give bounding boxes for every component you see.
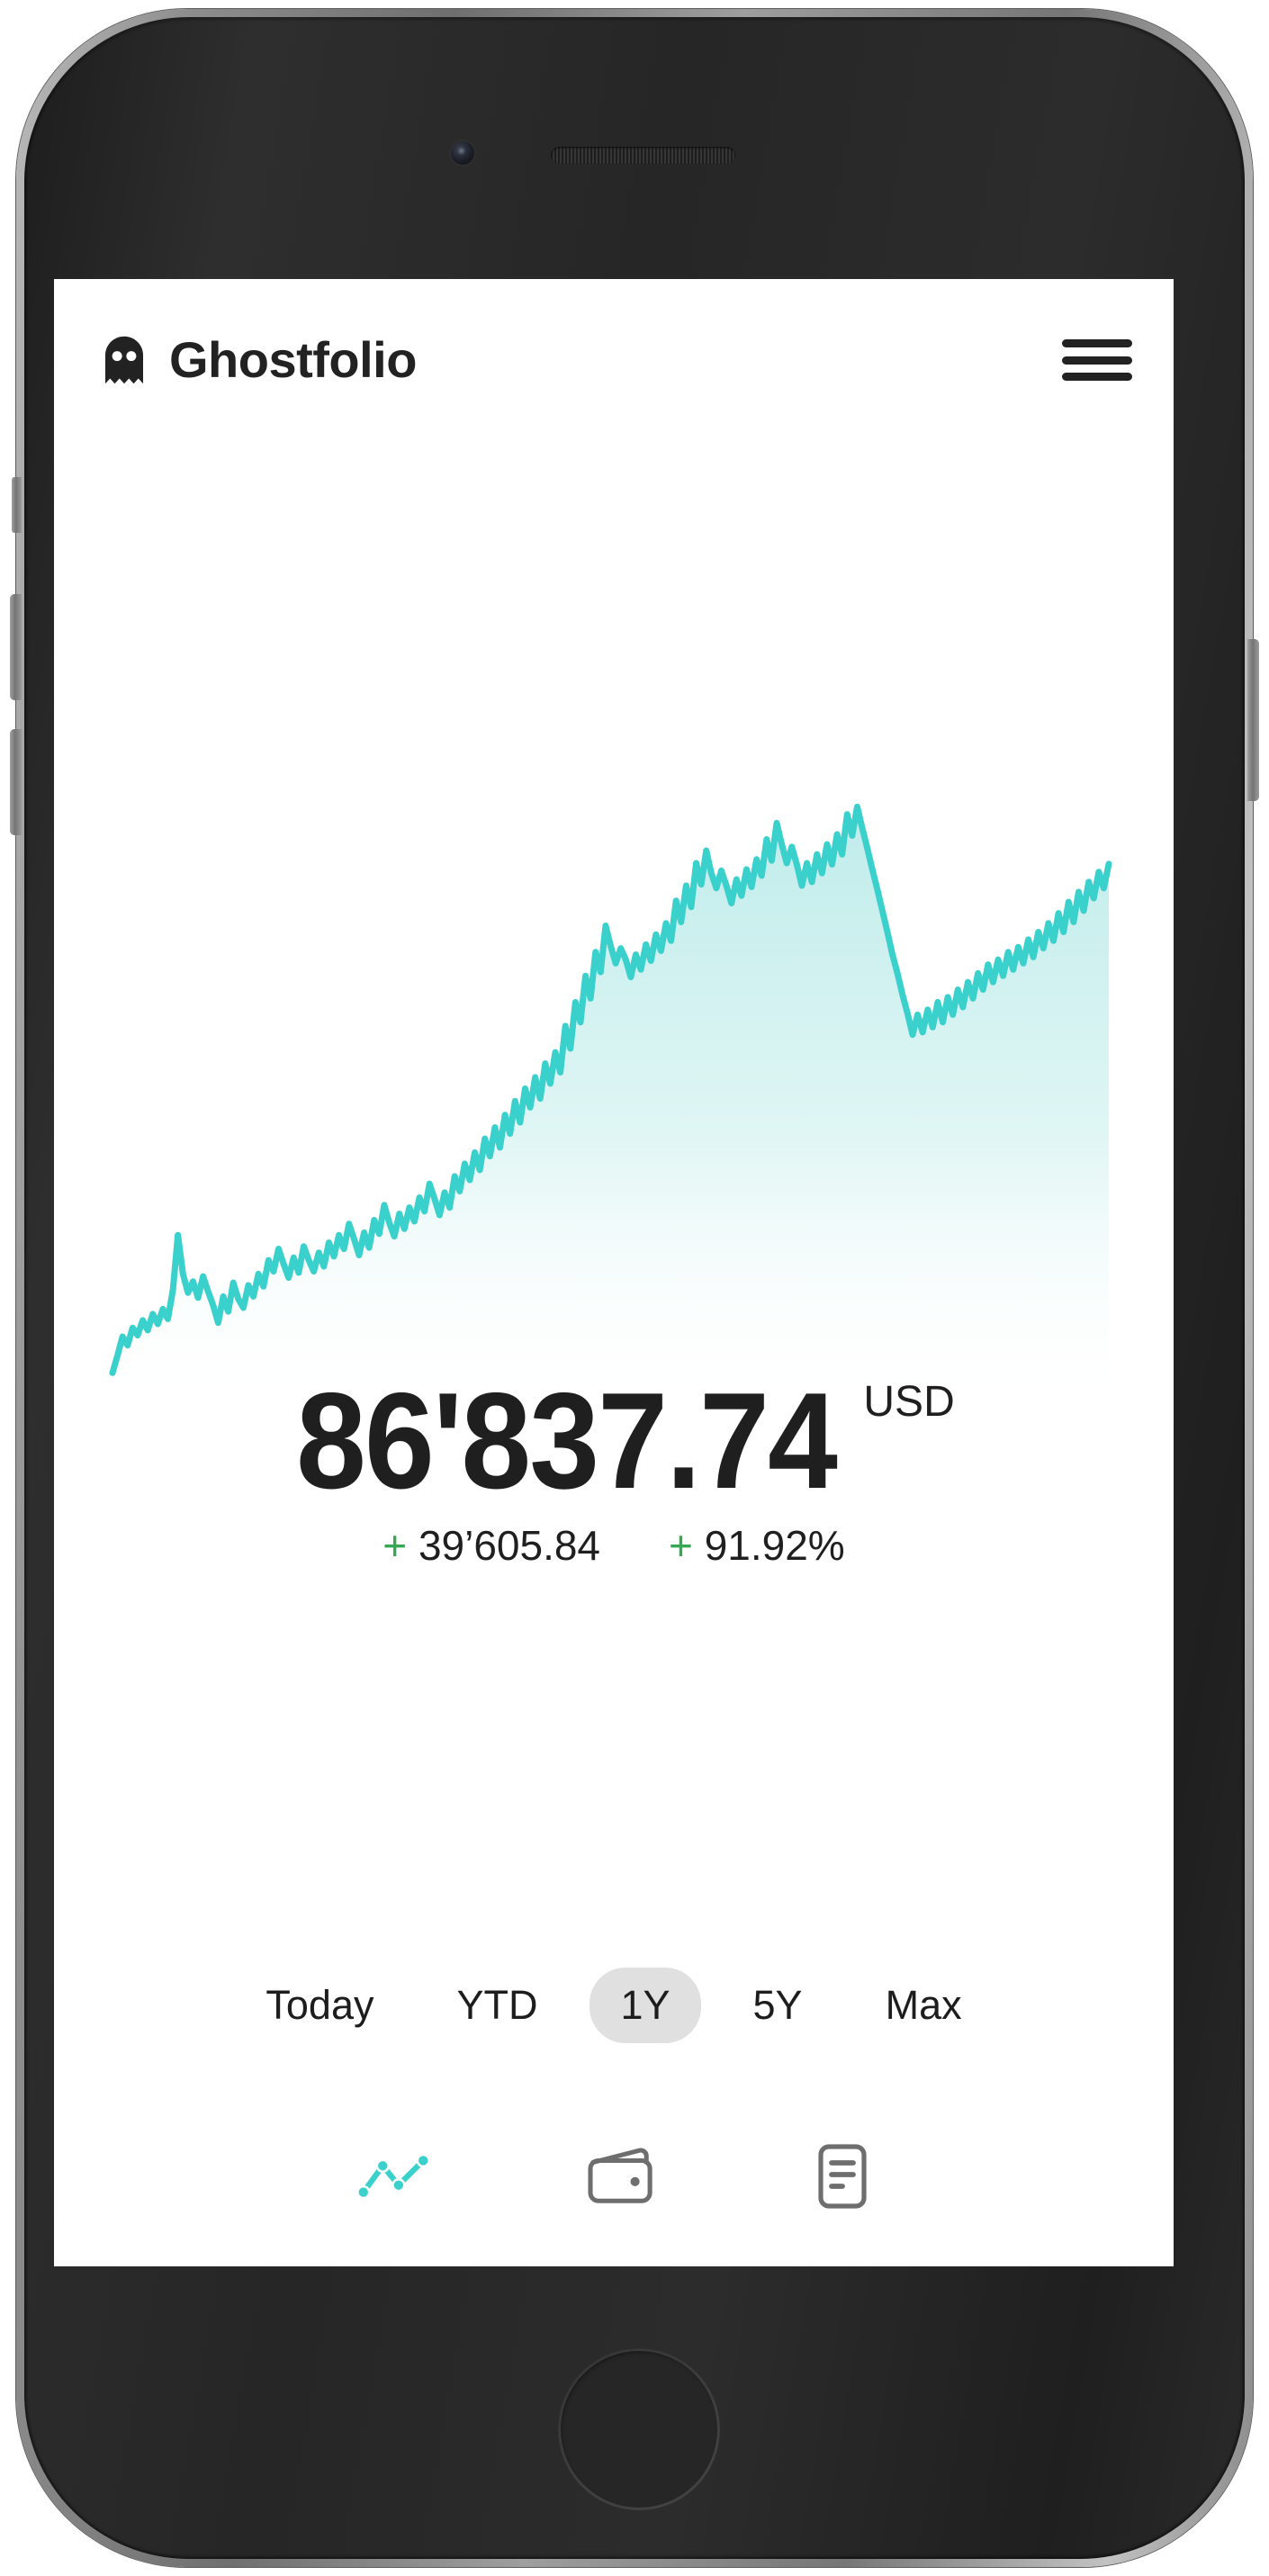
portfolio-chart-svg bbox=[109, 803, 1112, 1395]
nav-item-summary[interactable] bbox=[812, 2142, 873, 2211]
range-chip-ytd[interactable]: YTD bbox=[456, 1982, 538, 2028]
change-percent-value: 91.92% bbox=[704, 1521, 845, 1569]
date-range-selector[interactable]: Today YTD 1Y 5Y Max bbox=[54, 1968, 1174, 2043]
brand-logo-area[interactable]: Ghostfolio bbox=[99, 335, 417, 385]
range-chip-max[interactable]: Max bbox=[885, 1982, 962, 2028]
change-percent-sign: + bbox=[669, 1521, 693, 1569]
range-chip-today[interactable]: Today bbox=[266, 1982, 374, 2028]
mute-switch-button[interactable] bbox=[12, 477, 22, 533]
earpiece-speaker bbox=[551, 147, 735, 164]
analytics-icon bbox=[356, 2153, 430, 2200]
volume-up-button[interactable] bbox=[10, 594, 22, 700]
range-chip-1y[interactable]: 1Y bbox=[590, 1968, 701, 2043]
change-absolute: + 39’605.84 bbox=[382, 1521, 600, 1570]
portfolio-currency: USD bbox=[863, 1378, 955, 1426]
nav-item-portfolio[interactable] bbox=[585, 2145, 659, 2208]
home-button[interactable] bbox=[558, 2348, 720, 2510]
hamburger-menu-icon[interactable] bbox=[1062, 334, 1132, 386]
wallet-icon bbox=[588, 2148, 652, 2203]
nav-item-overview[interactable] bbox=[355, 2149, 432, 2203]
portfolio-value-block: 86'837.74 USD + 39’605.84 + 91.92% bbox=[54, 1365, 1174, 1570]
range-chip-5y[interactable]: 5Y bbox=[752, 1982, 803, 2028]
portfolio-value: 86'837.74 bbox=[296, 1365, 838, 1518]
document-icon bbox=[818, 2144, 867, 2209]
chart-area-fill bbox=[112, 806, 1109, 1395]
brand-name: Ghostfolio bbox=[169, 331, 417, 388]
change-absolute-value: 39’605.84 bbox=[418, 1521, 601, 1569]
value-row: 86'837.74 USD bbox=[273, 1365, 955, 1518]
chart-line bbox=[109, 803, 1112, 1376]
ghost-icon bbox=[105, 336, 143, 384]
front-camera-icon bbox=[451, 141, 474, 165]
app-header: Ghostfolio bbox=[54, 279, 1174, 441]
phone-screen: Ghostfolio 86'837.74 USD + bbox=[54, 279, 1174, 2266]
volume-down-button[interactable] bbox=[10, 729, 22, 835]
change-absolute-sign: + bbox=[382, 1521, 408, 1569]
change-percent: + 91.92% bbox=[669, 1521, 845, 1570]
power-button[interactable] bbox=[1247, 639, 1259, 801]
portfolio-performance-chart[interactable] bbox=[54, 783, 1174, 1395]
portfolio-change-row: + 39’605.84 + 91.92% bbox=[54, 1521, 1174, 1570]
bottom-navigation bbox=[54, 2142, 1174, 2211]
